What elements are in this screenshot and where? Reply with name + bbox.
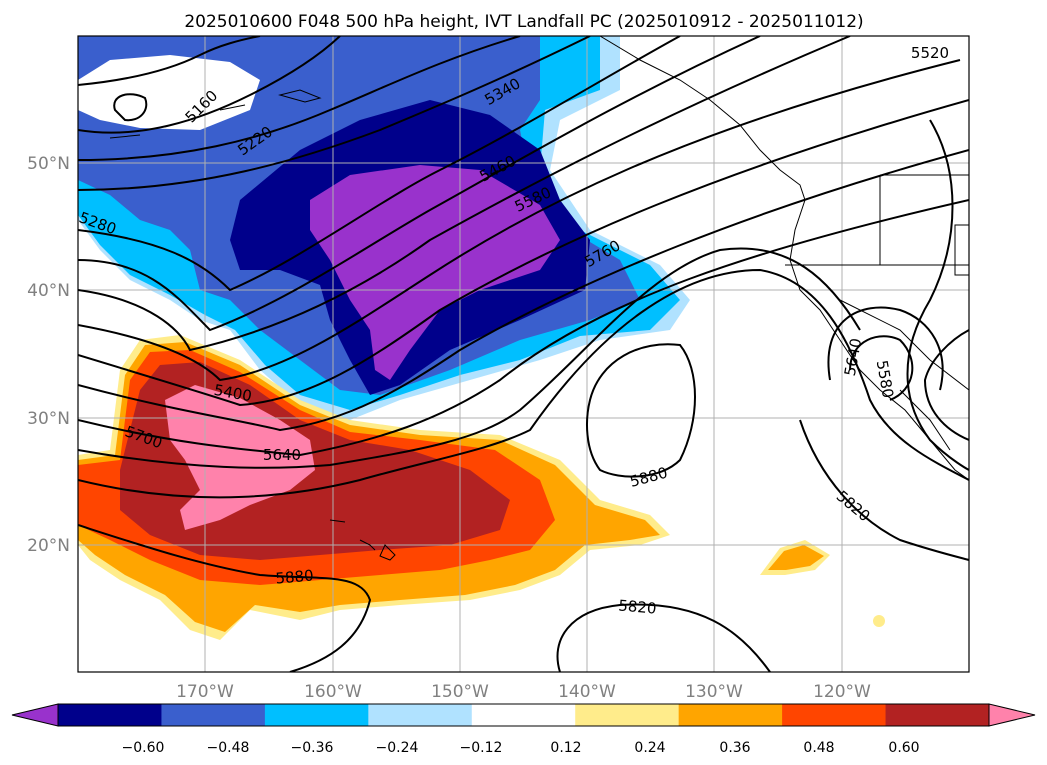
contour-label: 5880 bbox=[275, 566, 315, 587]
colorbar-ticklabel: −0.12 bbox=[460, 740, 503, 756]
colorbar-ticklabels: −0.60 −0.48 −0.36 −0.24 −0.12 0.12 0.24 … bbox=[122, 740, 920, 756]
colorbar-ticklabel: 0.48 bbox=[803, 740, 834, 756]
colorbar-extend-right bbox=[989, 704, 1035, 726]
colorbar-ticklabel: −0.48 bbox=[207, 740, 250, 756]
lat-label-50n: 50°N bbox=[27, 154, 70, 174]
contour-label: 5820 bbox=[618, 596, 658, 617]
lon-label-160w: 160°W bbox=[304, 682, 362, 702]
gridlines bbox=[78, 36, 969, 672]
colorbar-ticklabel: −0.36 bbox=[291, 740, 334, 756]
lon-label-120w: 120°W bbox=[813, 682, 871, 702]
map-panel: 5160 5220 5340 5460 5580 5760 5520 5280 … bbox=[27, 35, 970, 702]
colorbar-segment bbox=[58, 704, 162, 726]
colorbar-segment bbox=[885, 704, 990, 726]
colorbar-segment bbox=[575, 704, 680, 726]
ivt-shading bbox=[78, 36, 885, 640]
lat-label-20n: 20°N bbox=[27, 536, 70, 556]
colorbar-segment bbox=[161, 704, 266, 726]
colorbar-segment bbox=[782, 704, 887, 726]
colorbar-ticklabel: 0.60 bbox=[888, 740, 919, 756]
colorbar-ticklabel: −0.24 bbox=[376, 740, 419, 756]
colorbar-segment bbox=[264, 704, 369, 726]
contour-label: 5640 bbox=[263, 446, 301, 464]
lon-label-140w: 140°W bbox=[558, 682, 616, 702]
lat-label-40n: 40°N bbox=[27, 281, 70, 301]
contour-label: 5520 bbox=[911, 44, 949, 62]
colorbar-ticklabel: 0.12 bbox=[550, 740, 581, 756]
shade-patch-small bbox=[873, 615, 885, 627]
lat-label-30n: 30°N bbox=[27, 409, 70, 429]
height-contours bbox=[78, 36, 969, 672]
colorbar-segment bbox=[678, 704, 783, 726]
lon-label-150w: 150°W bbox=[431, 682, 489, 702]
lon-labels: 170°W 160°W 150°W 140°W 130°W 120°W bbox=[176, 682, 871, 702]
figure-title: 2025010600 F048 500 hPa height, IVT Land… bbox=[184, 12, 863, 32]
lon-label-130w: 130°W bbox=[685, 682, 743, 702]
map-frame bbox=[77, 35, 970, 673]
shade-patch-east-inner bbox=[768, 545, 824, 570]
colorbar-ticklabel: 0.36 bbox=[719, 740, 750, 756]
colorbar-ticklabel: −0.60 bbox=[122, 740, 165, 756]
lon-label-170w: 170°W bbox=[176, 682, 234, 702]
lat-labels: 50°N 40°N 30°N 20°N bbox=[27, 154, 70, 556]
colorbar: −0.60 −0.48 −0.36 −0.24 −0.12 0.12 0.24 … bbox=[11, 703, 1036, 756]
colorbar-segment bbox=[471, 704, 576, 726]
colorbar-segment bbox=[368, 704, 473, 726]
colorbar-extend-left bbox=[12, 704, 58, 726]
colorbar-ticklabel: 0.24 bbox=[634, 740, 665, 756]
